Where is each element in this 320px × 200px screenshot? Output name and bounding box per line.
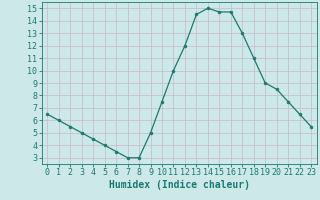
X-axis label: Humidex (Indice chaleur): Humidex (Indice chaleur) <box>109 180 250 190</box>
